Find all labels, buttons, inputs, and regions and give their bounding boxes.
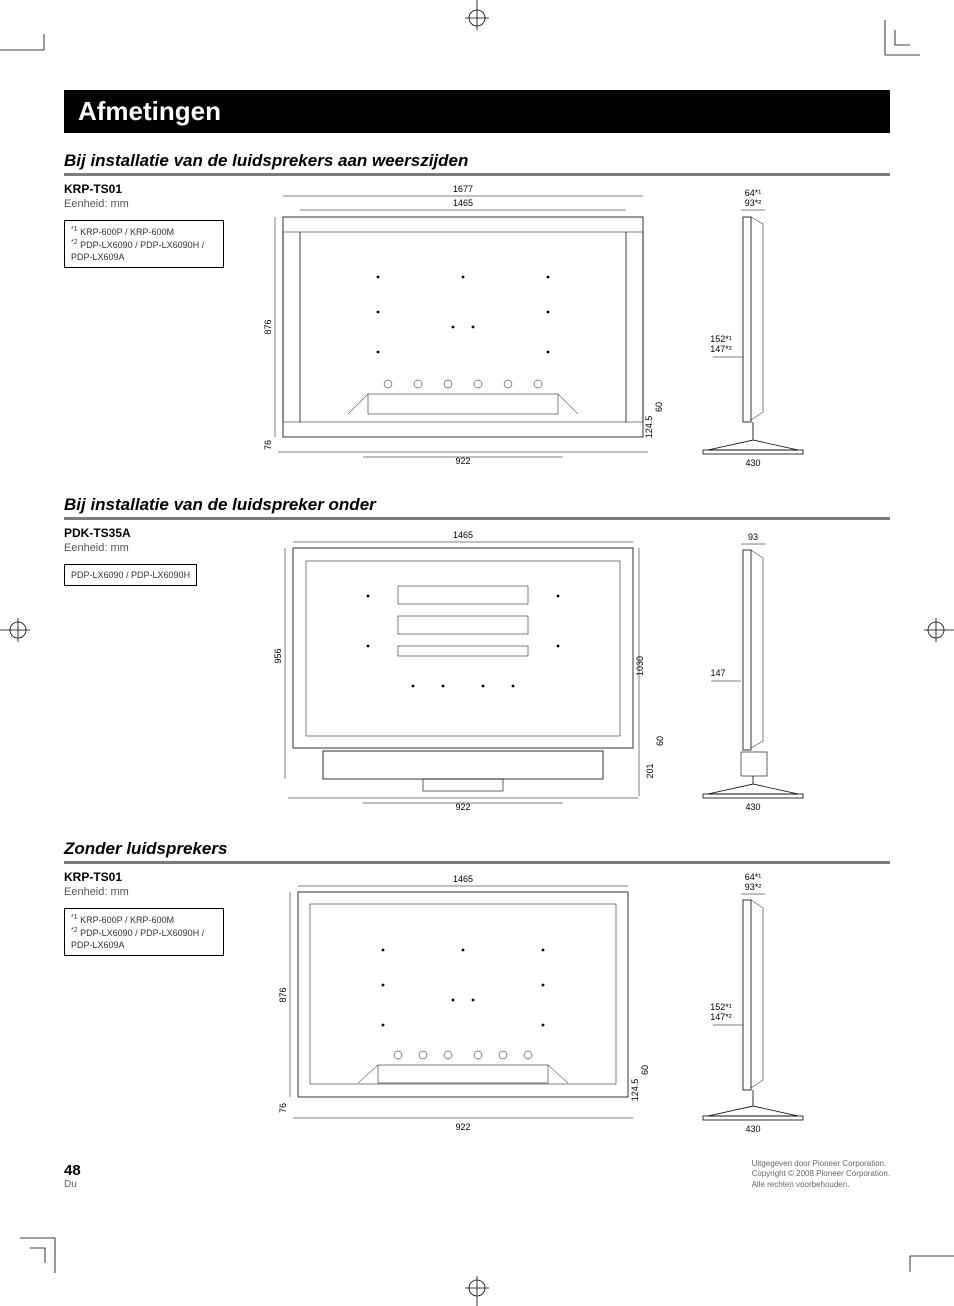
svg-text:1030: 1030 [635,656,645,676]
svg-text:430: 430 [745,458,760,468]
svg-text:93*²: 93*² [745,198,762,208]
diagram-1: 1677 1465 [238,182,818,472]
svg-text:152*¹: 152*¹ [710,334,732,344]
svg-text:124.5: 124.5 [630,1079,640,1102]
svg-text:1465: 1465 [453,530,473,540]
svg-text:124.5: 124.5 [644,416,654,439]
copyright-note: Uitgegeven door Pioneer Corporation. Cop… [752,1159,890,1190]
svg-text:1465: 1465 [453,198,473,208]
section3-unit: Eenheid: mm [64,886,224,898]
section1-notes: *1 KRP-600P / KRP-600M *2 PDP-LX6090 / P… [64,220,224,268]
svg-text:76: 76 [263,440,273,450]
svg-text:876: 876 [263,319,273,334]
svg-text:147*²: 147*² [710,1012,732,1022]
page-title: Afmetingen [78,96,221,126]
svg-text:922: 922 [455,456,470,466]
svg-text:93: 93 [748,532,758,542]
svg-text:430: 430 [745,802,760,812]
svg-text:1677: 1677 [453,184,473,194]
svg-text:956: 956 [273,648,283,663]
section1: KRP-TS01 Eenheid: mm *1 KRP-600P / KRP-6… [64,182,890,477]
svg-text:93*²: 93*² [745,882,762,892]
page-lang: Du [64,1179,81,1190]
svg-text:147: 147 [710,668,725,678]
section2-notes: PDP-LX6090 / PDP-LX6090H [64,564,197,586]
svg-text:201: 201 [645,763,655,778]
section2-model: PDK-TS35A [64,526,224,540]
section3: KRP-TS01 Eenheid: mm *1 KRP-600P / KRP-6… [64,870,890,1145]
diagram-2: 1465 92 [238,526,818,816]
section2-unit: Eenheid: mm [64,542,224,554]
svg-text:76: 76 [278,1103,288,1113]
section1-unit: Eenheid: mm [64,198,224,210]
page-number: 48 [64,1162,81,1179]
svg-text:60: 60 [640,1065,650,1075]
svg-text:430: 430 [745,1124,760,1134]
svg-text:64*¹: 64*¹ [745,188,762,198]
svg-text:922: 922 [455,802,470,812]
section2: PDK-TS35A Eenheid: mm PDP-LX6090 / PDP-L… [64,526,890,821]
section3-model: KRP-TS01 [64,870,224,884]
svg-text:1465: 1465 [453,874,473,884]
section1-subtitle: Bij installatie van de luidsprekers aan … [64,151,890,176]
svg-text:64*¹: 64*¹ [745,872,762,882]
svg-text:60: 60 [654,402,664,412]
diagram-3: 1465 922 [238,870,818,1140]
svg-text:922: 922 [455,1122,470,1132]
page-footer: 48 Du Uitgegeven door Pioneer Corporatio… [64,1159,890,1190]
page-title-bar: Afmetingen [64,90,890,133]
section3-notes: *1 KRP-600P / KRP-600M *2 PDP-LX6090 / P… [64,908,224,956]
svg-text:147*²: 147*² [710,344,732,354]
svg-text:152*¹: 152*¹ [710,1002,732,1012]
svg-text:60: 60 [655,736,665,746]
section2-subtitle: Bij installatie van de luidspreker onder [64,495,890,520]
svg-text:876: 876 [278,987,288,1002]
section1-model: KRP-TS01 [64,182,224,196]
section3-subtitle: Zonder luidsprekers [64,839,890,864]
